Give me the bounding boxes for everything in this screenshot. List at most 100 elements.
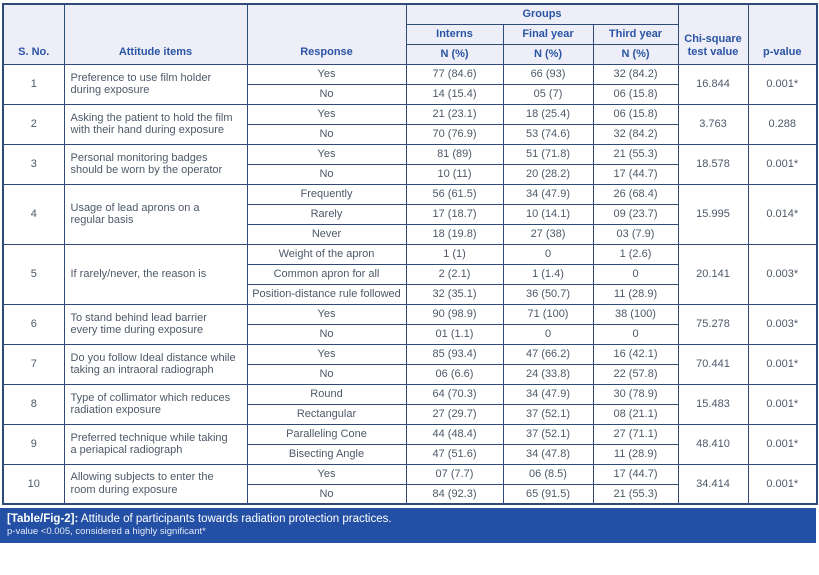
- header-group-third-year: Third year: [592, 23, 679, 45]
- chi-square-cell: 48.410: [677, 423, 749, 465]
- count-cell: 27 (71.1): [592, 423, 679, 445]
- header-sno: S. No.: [2, 3, 65, 65]
- table-row: 8 Type of collimator which reduces radiat…: [2, 383, 818, 425]
- serial-number-cell: 4: [2, 183, 65, 245]
- header-chi-square: Chi-square test value: [677, 3, 749, 65]
- header-row-1: S. No. Attitude items Response Groups Ch…: [2, 3, 818, 65]
- count-cell: 53 (74.6): [502, 123, 594, 145]
- p-value-cell: 0.014*: [747, 183, 818, 245]
- count-cell: 27 (29.7): [405, 403, 504, 425]
- count-cell: 22 (57.8): [592, 363, 679, 385]
- count-cell: 71 (100): [502, 303, 594, 325]
- count-cell: 17 (18.7): [405, 203, 504, 225]
- header-attitude-items: Attitude items: [63, 3, 248, 65]
- serial-number-cell: 3: [2, 143, 65, 185]
- table-row: No 84 (92.3) 65 (91.5) 21 (55.3): [3, 483, 817, 505]
- response-cell: Position-distance rule followed: [246, 283, 407, 305]
- table-row: Common apron for all 2 (2.1) 1 (1.4) 0: [3, 263, 817, 285]
- serial-number-cell: 2: [2, 103, 65, 145]
- table-row: 6 To stand behind lead barrier every time…: [2, 303, 818, 345]
- attitude-item-cell: Preferred technique while taking a peria…: [63, 423, 248, 465]
- count-cell: 18 (19.8): [405, 223, 504, 245]
- table-row: 2 Asking the patient to hold the film wit…: [2, 103, 818, 145]
- response-cell: Bisecting Angle: [246, 443, 407, 465]
- count-cell: 20 (28.2): [502, 163, 594, 185]
- attitude-item-cell: Personal monitoring badges should be wor…: [63, 143, 248, 185]
- response-cell: Yes: [246, 303, 407, 325]
- response-cell: Yes: [246, 143, 407, 165]
- response-cell: Yes: [246, 343, 407, 365]
- count-cell: 10 (11): [405, 163, 504, 185]
- table-caption: [Table/Fig-2]: Attitude of participants …: [7, 512, 808, 526]
- header-row-2: Interns Final year Third year: [3, 23, 817, 45]
- count-cell: 09 (23.7): [592, 203, 679, 225]
- count-cell: 37 (52.1): [502, 423, 594, 445]
- chi-square-cell: 16.844: [677, 63, 749, 105]
- table-row: Never 18 (19.8) 27 (38) 03 (7.9): [3, 223, 817, 245]
- attitude-item-cell: Do you follow Ideal distance while takin…: [63, 343, 248, 385]
- count-cell: 32 (84.2): [592, 63, 679, 85]
- chi-square-cell: 70.441: [677, 343, 749, 385]
- response-cell: Rectangular: [246, 403, 407, 425]
- table-row: Rarely 17 (18.7) 10 (14.1) 09 (23.7): [3, 203, 817, 225]
- table-row: 10 Allowing subjects to enter the room du…: [2, 463, 818, 505]
- count-cell: 90 (98.9): [405, 303, 504, 325]
- count-cell: 07 (7.7): [405, 463, 504, 485]
- count-cell: 17 (44.7): [592, 163, 679, 185]
- count-cell: 66 (93): [502, 63, 594, 85]
- table-row: 1 Preference to use film holder during ex…: [2, 63, 818, 105]
- serial-number-cell: 9: [2, 423, 65, 465]
- count-cell: 0: [502, 323, 594, 345]
- count-cell: 0: [502, 243, 594, 265]
- p-value-cell: 0.001*: [747, 463, 818, 505]
- chi-square-cell: 20.141: [677, 243, 749, 305]
- header-row-3: N (%) N (%) N (%): [3, 43, 817, 65]
- count-cell: 1 (2.6): [592, 243, 679, 265]
- count-cell: 03 (7.9): [592, 223, 679, 245]
- response-cell: Yes: [246, 63, 407, 85]
- table-header: S. No. Attitude items Response Groups Ch…: [2, 3, 818, 65]
- attitude-item-cell: To stand behind lead barrier every time …: [63, 303, 248, 345]
- table-row: 9 Preferred technique while taking a peri…: [2, 423, 818, 465]
- count-cell: 37 (52.1): [502, 403, 594, 425]
- response-cell: Frequently: [246, 183, 407, 205]
- serial-number-cell: 7: [2, 343, 65, 385]
- table-row: 4 Usage of lead aprons on a regular basis…: [2, 183, 818, 245]
- response-cell: Weight of the apron: [246, 243, 407, 265]
- table-row: No 70 (76.9) 53 (74.6) 32 (84.2): [3, 123, 817, 145]
- response-cell: Rarely: [246, 203, 407, 225]
- count-cell: 44 (48.4): [405, 423, 504, 445]
- table-row: 3 Personal monitoring badges should be wo…: [2, 143, 818, 185]
- header-p-value: p-value: [747, 3, 818, 65]
- response-cell: Yes: [246, 103, 407, 125]
- attitude-item-cell: Preference to use film holder during exp…: [63, 63, 248, 105]
- count-cell: 21 (55.3): [592, 483, 679, 505]
- chi-square-cell: 18.578: [677, 143, 749, 185]
- p-value-cell: 0.001*: [747, 423, 818, 465]
- count-cell: 32 (35.1): [405, 283, 504, 305]
- count-cell: 14 (15.4): [405, 83, 504, 105]
- p-value-cell: 0.001*: [747, 63, 818, 105]
- count-cell: 77 (84.6): [405, 63, 504, 85]
- count-cell: 18 (25.4): [502, 103, 594, 125]
- attitude-item-cell: If rarely/never, the reason is: [63, 243, 248, 305]
- count-cell: 56 (61.5): [405, 183, 504, 205]
- header-group-interns: Interns: [405, 23, 504, 45]
- p-value-cell: 0.001*: [747, 343, 818, 385]
- response-cell: No: [246, 123, 407, 145]
- count-cell: 0: [592, 323, 679, 345]
- count-cell: 01 (1.1): [405, 323, 504, 345]
- response-cell: Round: [246, 383, 407, 405]
- count-cell: 70 (76.9): [405, 123, 504, 145]
- count-cell: 51 (71.8): [502, 143, 594, 165]
- serial-number-cell: 8: [2, 383, 65, 425]
- table-row: No 10 (11) 20 (28.2) 17 (44.7): [3, 163, 817, 185]
- chi-square-cell: 34.414: [677, 463, 749, 505]
- count-cell: 47 (51.6): [405, 443, 504, 465]
- count-cell: 38 (100): [592, 303, 679, 325]
- count-cell: 1 (1): [405, 243, 504, 265]
- count-cell: 85 (93.4): [405, 343, 504, 365]
- count-cell: 34 (47.9): [502, 183, 594, 205]
- table-caption-tag: [Table/Fig-2]:: [7, 513, 79, 525]
